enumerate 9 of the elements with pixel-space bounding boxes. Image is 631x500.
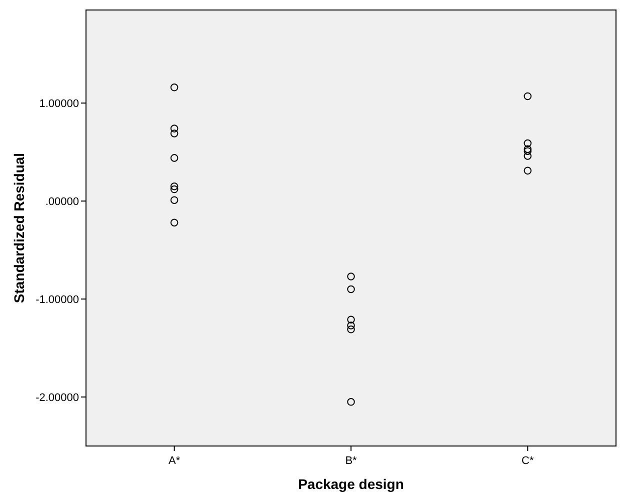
- x-tick-label: A*: [168, 455, 181, 467]
- y-tick-label: -2.00000: [36, 392, 79, 404]
- y-tick-label: .00000: [45, 196, 79, 208]
- y-tick-label: 1.00000: [39, 98, 79, 110]
- x-axis-title: Package design: [298, 476, 404, 492]
- y-axis-title: Standardized Residual: [11, 152, 27, 304]
- y-tick-label: -1.00000: [36, 294, 79, 306]
- x-tick-label: B*: [345, 455, 358, 467]
- x-tick-label: C*: [522, 455, 534, 467]
